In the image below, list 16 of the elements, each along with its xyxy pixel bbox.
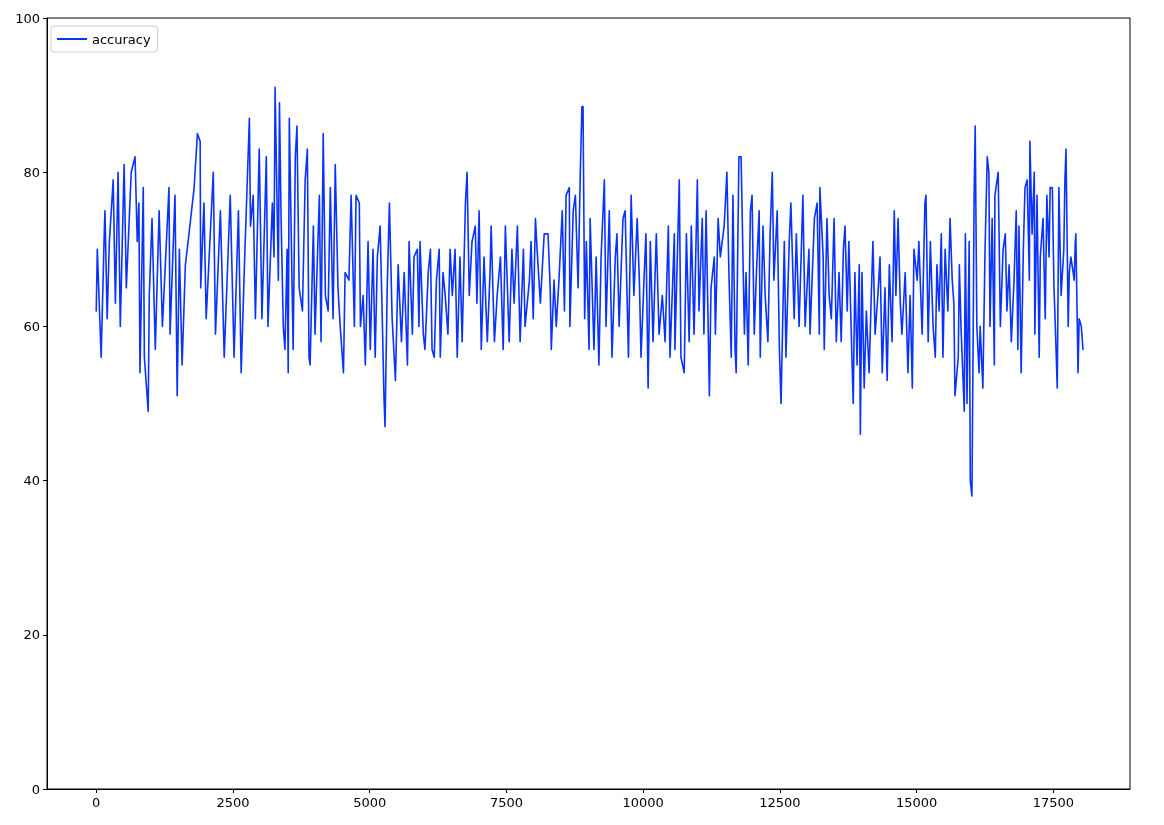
y-tick-label: 20: [23, 627, 40, 643]
x-tick-label: 7500: [489, 795, 523, 810]
line-series: [95, 86, 1084, 497]
y-tick-label: 100: [15, 10, 40, 26]
legend-label: accuracy: [92, 31, 151, 47]
x-tick-label: 0: [92, 795, 101, 810]
x-tick-label: 10000: [622, 795, 664, 810]
x-tick-label: 12500: [759, 795, 801, 810]
y-tick-label: 60: [23, 318, 40, 334]
x-tick-label: 17500: [1032, 795, 1075, 810]
x-tick-label: 15000: [896, 795, 938, 810]
y-tick-label: 40: [23, 473, 40, 489]
x-tick-label: 5000: [353, 795, 387, 810]
y-tick-label: 0: [31, 781, 40, 797]
x-tick-label: 2500: [216, 795, 250, 810]
y-tick-label: 80: [23, 164, 40, 180]
